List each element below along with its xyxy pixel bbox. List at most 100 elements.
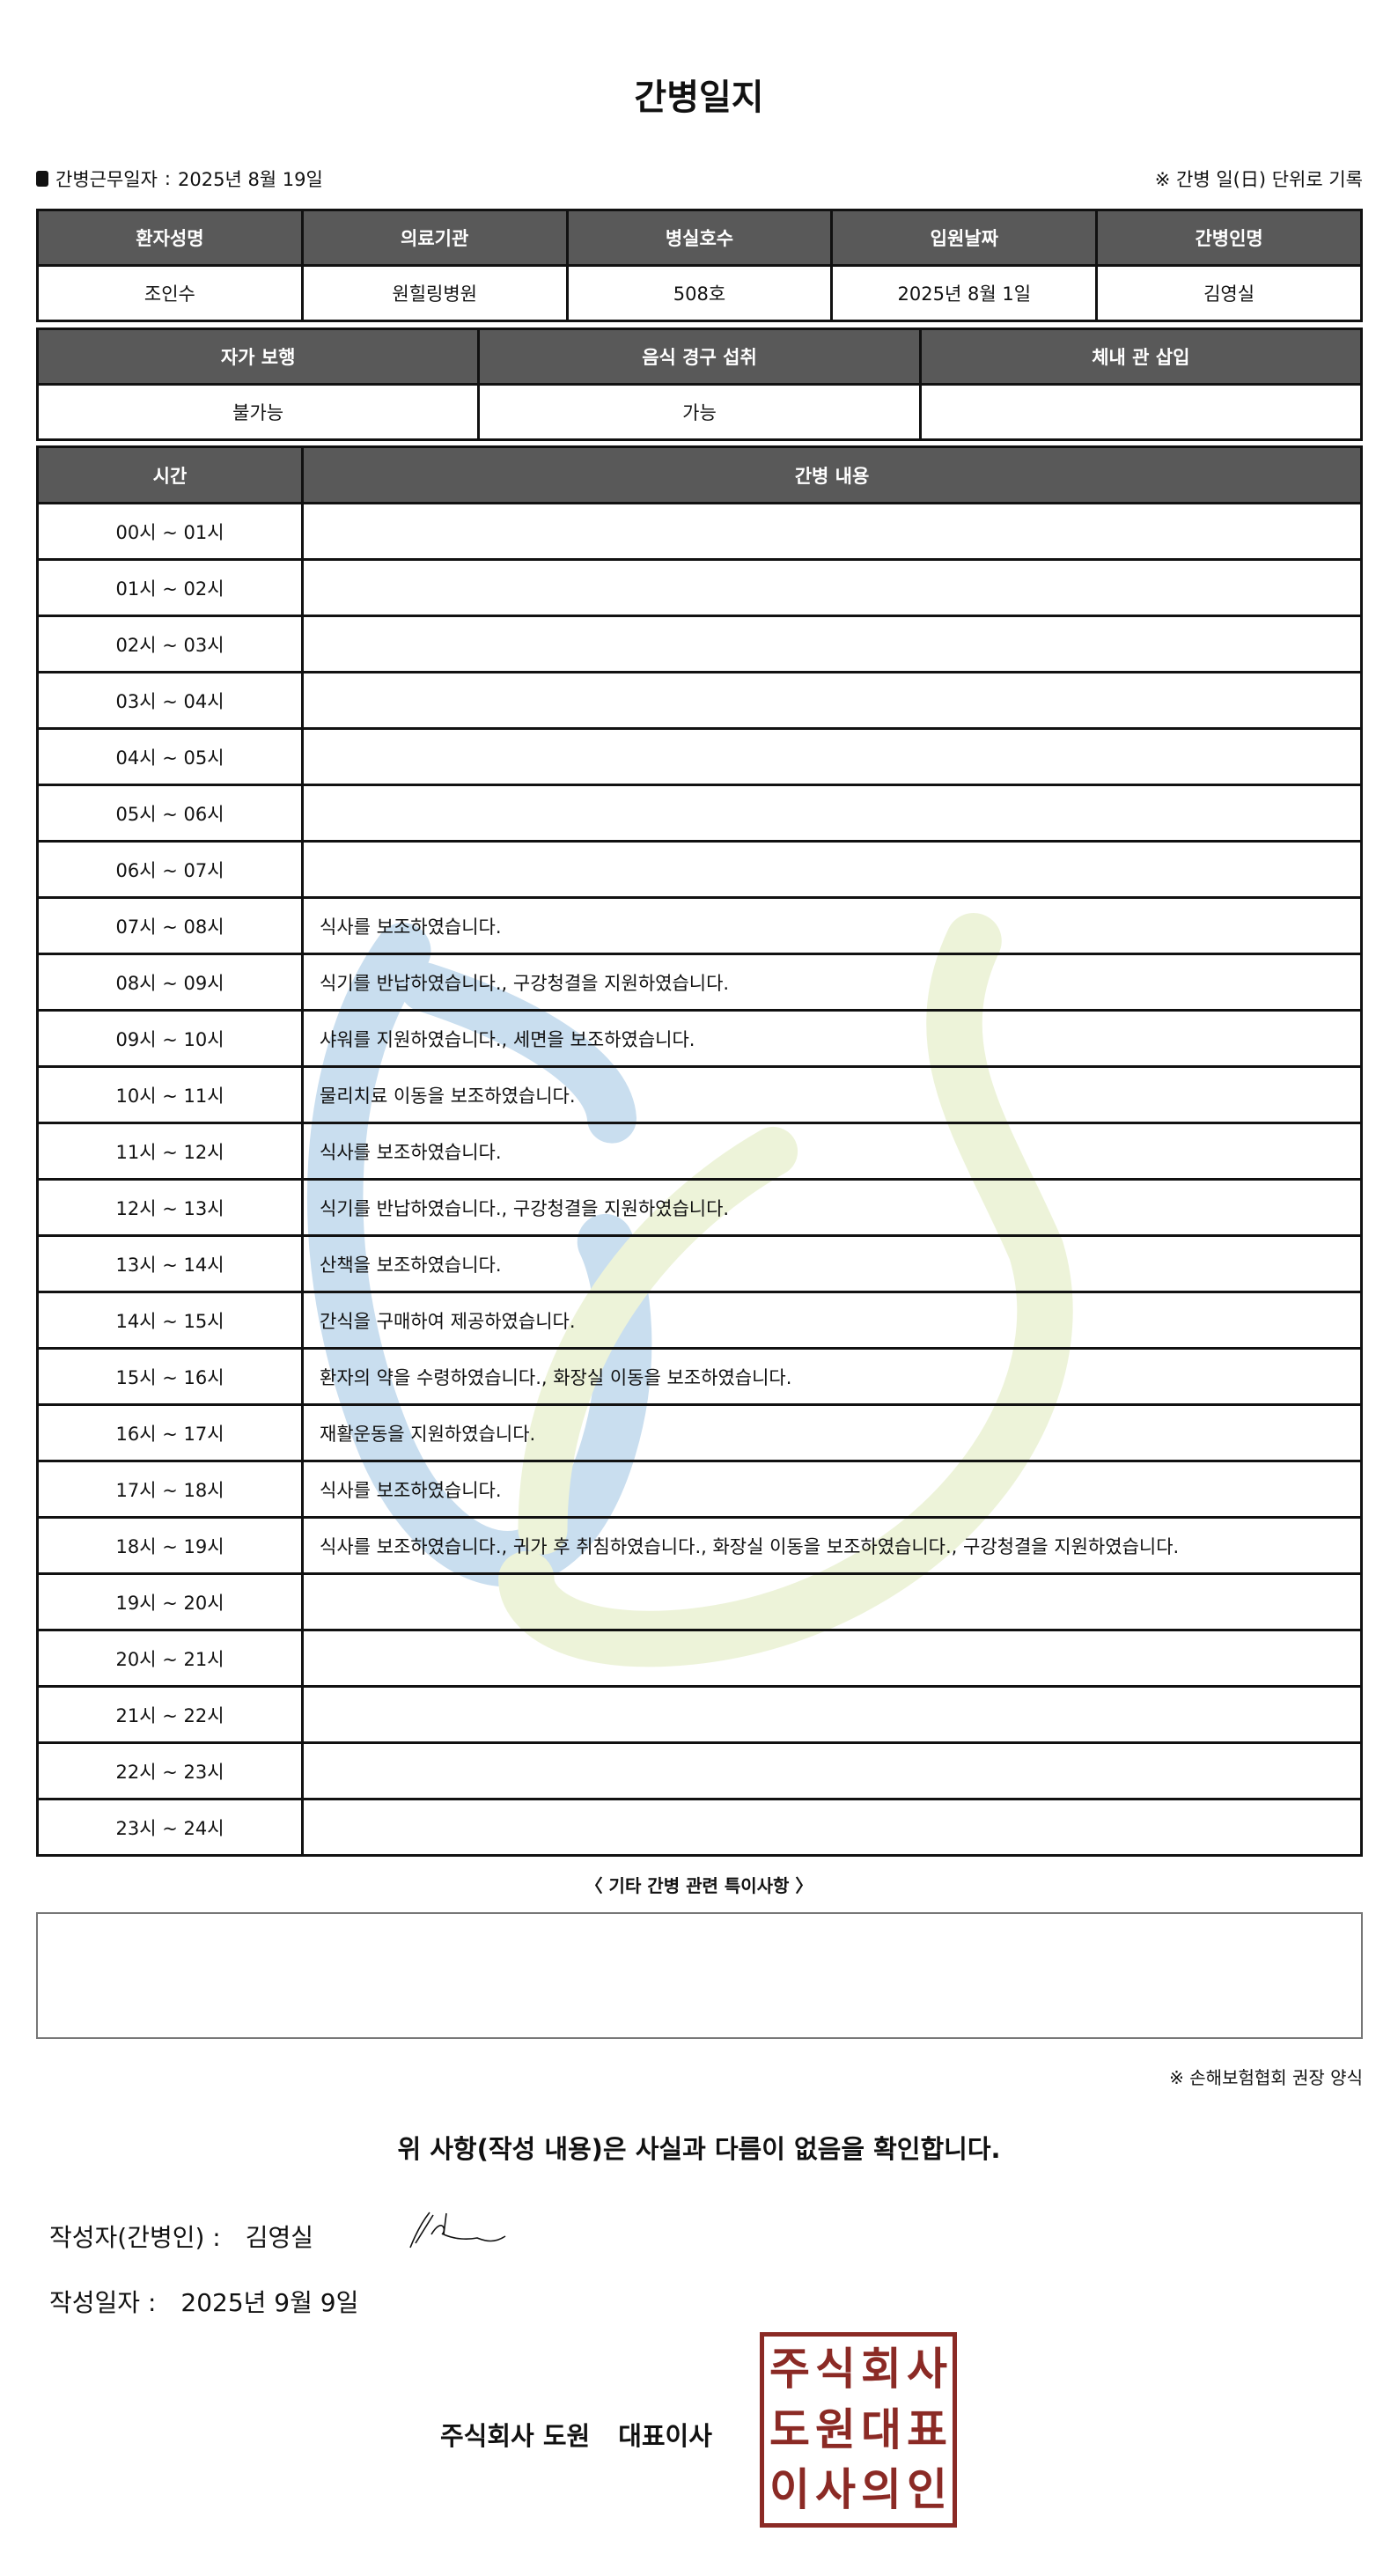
- work-date-label: 간병근무일자: [55, 169, 158, 190]
- content-cell: 간식을 구매하여 제공하였습니다.: [301, 1291, 1363, 1350]
- header-cell: 자가 보행: [35, 328, 481, 386]
- header-cell: 병실호수: [565, 209, 834, 267]
- room-number: 508호: [565, 264, 834, 322]
- content-cell: [301, 1798, 1363, 1857]
- header-content: 간병 내용: [301, 445, 1363, 504]
- table-row: 06시 ~ 07시: [36, 840, 1363, 899]
- writer-label: 작성자(간병인) :: [49, 2223, 221, 2252]
- write-date-value: 2025년 9월 9일: [180, 2288, 359, 2317]
- colon: :: [164, 168, 171, 189]
- seal-character: 사: [815, 2464, 856, 2516]
- write-date-line: 작성일자 : 2025년 9월 9일: [49, 2284, 358, 2319]
- time-cell: 14시 ~ 15시: [36, 1291, 304, 1350]
- unit-note: ※ 간병 일(日) 단위로 기록: [1154, 169, 1363, 190]
- content-cell: [301, 1629, 1363, 1688]
- table-row: 08시 ~ 09시 식기를 반납하였습니다., 구강청결을 지원하였습니다.: [36, 953, 1363, 1012]
- table-row: 22시 ~ 23시: [36, 1741, 1363, 1800]
- company-name: 주식회사 도원: [440, 2421, 591, 2451]
- signature-image: [409, 2212, 506, 2248]
- seal-character: 주: [769, 2344, 810, 2395]
- content-cell: [301, 727, 1363, 786]
- time-cell: 12시 ~ 13시: [36, 1178, 304, 1237]
- table-row: 14시 ~ 15시 간식을 구매하여 제공하였습니다.: [36, 1291, 1363, 1350]
- time-cell: 19시 ~ 20시: [36, 1572, 304, 1631]
- time-cell: 00시 ~ 01시: [36, 502, 304, 561]
- table-row: 01시 ~ 02시: [36, 558, 1363, 617]
- patient-table: 환자성명 의료기관 병실호수 입원날짜 간병인명 조인수 원힐링병원 508호 2025년 8…: [36, 209, 1363, 322]
- writer-name: 김영실: [245, 2223, 314, 2252]
- table-row: 12시 ~ 13시 식기를 반납하였습니다., 구강청결을 지원하였습니다.: [36, 1178, 1363, 1237]
- content-cell: 식사를 보조하였습니다.: [301, 1122, 1363, 1181]
- caregiver-name: 김영실: [1095, 264, 1363, 322]
- content-cell: 식기를 반납하였습니다., 구강청결을 지원하였습니다.: [301, 953, 1363, 1012]
- time-cell: 13시 ~ 14시: [36, 1234, 304, 1293]
- table-row: 13시 ~ 14시 산책을 보조하였습니다.: [36, 1234, 1363, 1293]
- table-row: 15시 ~ 16시 환자의 약을 수령하였습니다., 화장실 이동을 보조하였습니…: [36, 1347, 1363, 1406]
- walking-status: 불가능: [35, 383, 481, 441]
- table-row: 11시 ~ 12시 식사를 보조하였습니다.: [36, 1122, 1363, 1181]
- time-cell: 22시 ~ 23시: [36, 1741, 304, 1800]
- page-title: 간병일지: [634, 77, 764, 118]
- special-notes-label: 〈 기타 간병 관련 특이사항 〉: [585, 1875, 813, 1896]
- table-row: 21시 ~ 22시: [36, 1685, 1363, 1744]
- content-cell: 식기를 반납하였습니다., 구강청결을 지원하였습니다.: [301, 1178, 1363, 1237]
- seal-character: 의: [861, 2464, 901, 2516]
- seal-character: 사: [907, 2344, 947, 2395]
- ceo-title: 대표이사: [618, 2421, 712, 2451]
- table-row: 19시 ~ 20시: [36, 1572, 1363, 1631]
- time-cell: 11시 ~ 12시: [36, 1122, 304, 1181]
- table-row: 03시 ~ 04시: [36, 671, 1363, 730]
- table-row: 16시 ~ 17시 재활운동을 지원하였습니다.: [36, 1403, 1363, 1462]
- time-cell: 05시 ~ 06시: [36, 784, 304, 843]
- time-cell: 03시 ~ 04시: [36, 671, 304, 730]
- patient-name: 조인수: [36, 264, 304, 322]
- time-cell: 04시 ~ 05시: [36, 727, 304, 786]
- work-date-value: 2025년 8월 19일: [178, 169, 323, 190]
- content-cell: 환자의 약을 수령하였습니다., 화장실 이동을 보조하였습니다.: [301, 1347, 1363, 1406]
- time-cell: 09시 ~ 10시: [36, 1009, 304, 1068]
- time-cell: 01시 ~ 02시: [36, 558, 304, 617]
- confirmation-statement: 위 사항(작성 내용)은 사실과 다름이 없음을 확인합니다.: [397, 2134, 1001, 2164]
- header-cell: 의료기관: [300, 209, 569, 267]
- content-cell: [301, 1685, 1363, 1744]
- content-cell: [301, 1572, 1363, 1631]
- content-cell: 산책을 보조하였습니다.: [301, 1234, 1363, 1293]
- seal-character: 표: [907, 2403, 947, 2455]
- table-row: 10시 ~ 11시 물리치료 이동을 보조하였습니다.: [36, 1065, 1363, 1124]
- header-cell: 입원날짜: [830, 209, 1099, 267]
- admission-date: 2025년 8월 1일: [830, 264, 1099, 322]
- writer-line: 작성자(간병인) : 김영실: [49, 2219, 313, 2254]
- time-cell: 18시 ~ 19시: [36, 1516, 304, 1575]
- content-cell: 식사를 보조하였습니다.: [301, 1460, 1363, 1519]
- time-cell: 16시 ~ 17시: [36, 1403, 304, 1462]
- oral-intake-status: 가능: [477, 383, 922, 441]
- bullet-square-icon: [36, 171, 48, 187]
- content-cell: [301, 784, 1363, 843]
- table-row: 18시 ~ 19시 식사를 보조하였습니다., 귀가 후 취침하였습니다., 화장…: [36, 1516, 1363, 1575]
- table-row: 04시 ~ 05시: [36, 727, 1363, 786]
- content-cell: [301, 502, 1363, 561]
- table-row: 07시 ~ 08시 식사를 보조하였습니다.: [36, 896, 1363, 955]
- time-cell: 08시 ~ 09시: [36, 953, 304, 1012]
- seal-character: 인: [907, 2464, 947, 2516]
- table-row: 00시 ~ 01시: [36, 502, 1363, 561]
- table-row: 20시 ~ 21시: [36, 1629, 1363, 1688]
- time-cell: 21시 ~ 22시: [36, 1685, 304, 1744]
- header-cell: 간병인명: [1095, 209, 1363, 267]
- hospital: 원힐링병원: [300, 264, 569, 322]
- time-cell: 17시 ~ 18시: [36, 1460, 304, 1519]
- status-table: 자가 보행 음식 경구 섭취 체내 관 삽입 불가능 가능: [35, 328, 1364, 441]
- table-row: 17시 ~ 18시 식사를 보조하였습니다.: [36, 1460, 1363, 1519]
- seal-character: 회: [861, 2344, 901, 2395]
- content-cell: [301, 840, 1363, 899]
- time-cell: 02시 ~ 03시: [36, 615, 304, 673]
- header-cell: 환자성명: [36, 209, 304, 267]
- content-cell: [301, 615, 1363, 673]
- time-cell: 15시 ~ 16시: [36, 1347, 304, 1406]
- table-row: 09시 ~ 10시 샤워를 지원하였습니다., 세면을 보조하였습니다.: [36, 1009, 1363, 1068]
- care-log-table: 시간 간병 내용 00시 ~ 01시 01시 ~ 02시 02시 ~ 03시 03시 ~…: [36, 445, 1363, 1857]
- header-time: 시간: [36, 445, 304, 504]
- seal-character: 도: [769, 2403, 810, 2455]
- company-line: 주식회사 도원 대표이사: [440, 2416, 712, 2453]
